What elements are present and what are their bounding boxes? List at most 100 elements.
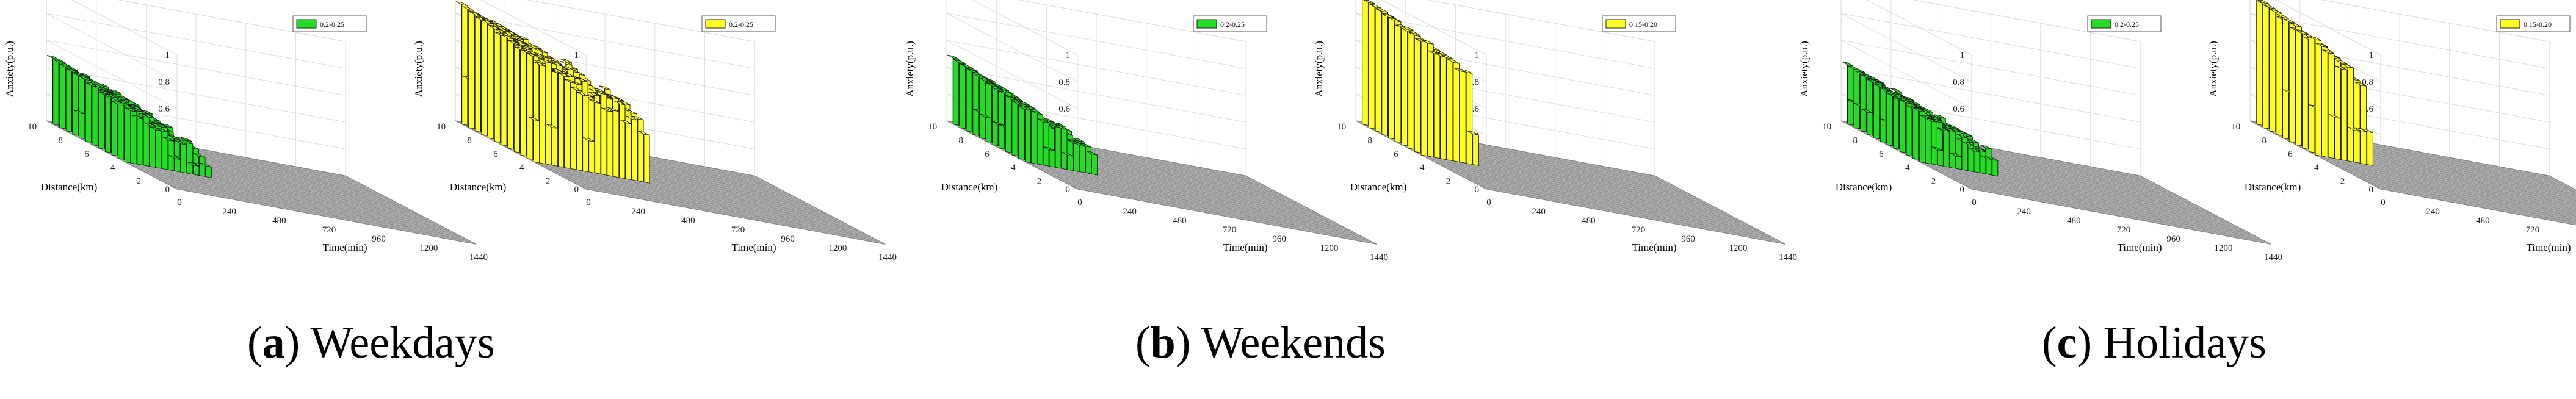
bar-top [187, 162, 200, 167]
bar-top [2309, 36, 2321, 41]
bar-front [2367, 131, 2373, 166]
y-tick-label: 6 [985, 149, 990, 159]
legend-label: 0.2-0.25 [320, 20, 344, 29]
bar-top [1062, 152, 1073, 157]
bar-top [519, 44, 532, 49]
bar-top [1986, 156, 1998, 161]
x-tick-label: 240 [1532, 207, 1546, 217]
bar-top [1934, 114, 1946, 119]
bar-front [131, 110, 137, 165]
x-tick-label: 480 [1582, 216, 1596, 226]
y-tick-label: 8 [1853, 135, 1858, 145]
caption-b-text: Weekends [1201, 318, 1386, 368]
x-tick-label: 1440 [469, 253, 488, 262]
y-tick-label: 8 [1367, 135, 1372, 145]
bar-front [1986, 158, 1992, 176]
y-tick-label: 10 [2231, 122, 2240, 132]
floor-mesh-line [566, 178, 866, 234]
y-tick-label: 8 [958, 135, 963, 145]
x-tick-label: 480 [272, 216, 286, 226]
bar-front [481, 20, 488, 136]
bar-top [493, 22, 505, 27]
bar-top [997, 86, 1009, 92]
z-tick-label: 0 [165, 185, 170, 195]
x-tick-label: 1440 [1779, 253, 1797, 262]
bar-top [494, 25, 506, 30]
bar-front [1893, 96, 1900, 149]
y-tick-label: 2 [1037, 177, 1042, 187]
bar-top [562, 65, 574, 71]
bar-front [174, 158, 181, 173]
bar-front [534, 119, 540, 164]
bar-top [1408, 32, 1421, 37]
bar-front [570, 82, 576, 170]
floor-mesh-line [1971, 189, 2271, 245]
bar-front [582, 95, 589, 173]
bar-top [512, 35, 524, 40]
bar-top [560, 61, 573, 66]
bar-top [582, 137, 595, 142]
bar-top [109, 89, 121, 94]
x-tick-label: 240 [2017, 207, 2031, 217]
y-tick-label: 2 [1931, 177, 1936, 187]
bar-top [1930, 115, 1942, 120]
bar-top [2283, 18, 2295, 23]
bar-top [593, 88, 606, 93]
bar-top [1894, 95, 1906, 100]
floor-mesh-line [553, 171, 853, 228]
bar-front [2334, 117, 2341, 160]
bar-front [72, 71, 79, 136]
bar-top [125, 107, 137, 112]
bar-front [1025, 109, 1031, 164]
x-tick-label: 480 [2067, 216, 2081, 226]
bar-top [2329, 114, 2341, 119]
bar-top [1085, 150, 1098, 156]
bar-top [632, 115, 644, 121]
floor-mesh-line [137, 168, 437, 224]
x-tick-label: 960 [2166, 234, 2180, 244]
bar-top [1447, 59, 1460, 64]
bar-top [1848, 65, 1860, 71]
legend-swatch [1605, 19, 1626, 29]
bar-front [1420, 40, 1428, 157]
bar-front [1854, 68, 1860, 129]
z-axis-label: Anxiety(p.u.) [2207, 41, 2219, 97]
bar-front [2302, 33, 2309, 150]
caption-a-text: Weekdays [310, 318, 495, 368]
x-tick-label: 720 [2526, 225, 2540, 235]
y-axis-label: Distance(km) [2245, 181, 2301, 193]
z-tick-label: 0 [1066, 185, 1071, 195]
x-tick-label: 1200 [1729, 243, 1747, 253]
bar-front [507, 37, 514, 149]
x-tick-label: 0 [1486, 198, 1491, 207]
z-tick-label: 0 [1475, 185, 1480, 195]
caption-a-letter: a [262, 318, 285, 368]
z-tick-label: 1 [165, 51, 170, 60]
bar-top [979, 77, 991, 83]
z-axis-label: Anxiety(p.u.) [4, 41, 15, 97]
floor-mesh-line [2549, 175, 2576, 190]
floor-mesh-line [585, 189, 886, 245]
bar-top [1931, 146, 1944, 151]
floor-mesh-line [573, 182, 872, 238]
bar-front [2321, 46, 2328, 158]
floor-mesh-line [2517, 170, 2576, 201]
bar-front [461, 4, 468, 126]
x-tick-label: 1200 [2214, 243, 2232, 253]
bar-front [540, 65, 546, 165]
x-axis-label: Time(min) [1632, 242, 1676, 253]
bar-front [1427, 43, 1434, 158]
bar-front [1401, 26, 1408, 146]
bar-front [2315, 39, 2322, 157]
bar-top [1460, 69, 1472, 74]
floor-mesh-line [151, 175, 450, 231]
bar-front [1472, 133, 1479, 166]
bar-top [967, 68, 979, 74]
bar-top [1842, 61, 1853, 66]
y-tick-label: 4 [1011, 163, 1016, 173]
bar-top [1402, 26, 1414, 31]
floor-mesh-line [2321, 158, 2576, 206]
bar-front [111, 96, 118, 157]
bar-top [607, 94, 619, 99]
legend-swatch [705, 19, 726, 29]
